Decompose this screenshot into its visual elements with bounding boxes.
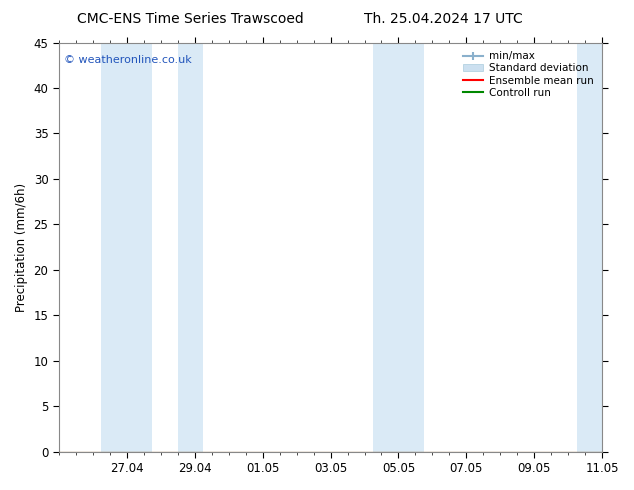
Bar <box>399 43 424 452</box>
Legend: min/max, Standard deviation, Ensemble mean run, Controll run: min/max, Standard deviation, Ensemble me… <box>460 48 597 101</box>
Bar <box>577 43 602 452</box>
Bar <box>178 43 203 452</box>
Text: Th. 25.04.2024 17 UTC: Th. 25.04.2024 17 UTC <box>365 12 523 26</box>
Bar <box>373 43 399 452</box>
Text: CMC-ENS Time Series Trawscoed: CMC-ENS Time Series Trawscoed <box>77 12 304 26</box>
Bar <box>101 43 152 452</box>
Text: © weatheronline.co.uk: © weatheronline.co.uk <box>64 55 192 65</box>
Y-axis label: Precipitation (mm/6h): Precipitation (mm/6h) <box>15 183 28 312</box>
